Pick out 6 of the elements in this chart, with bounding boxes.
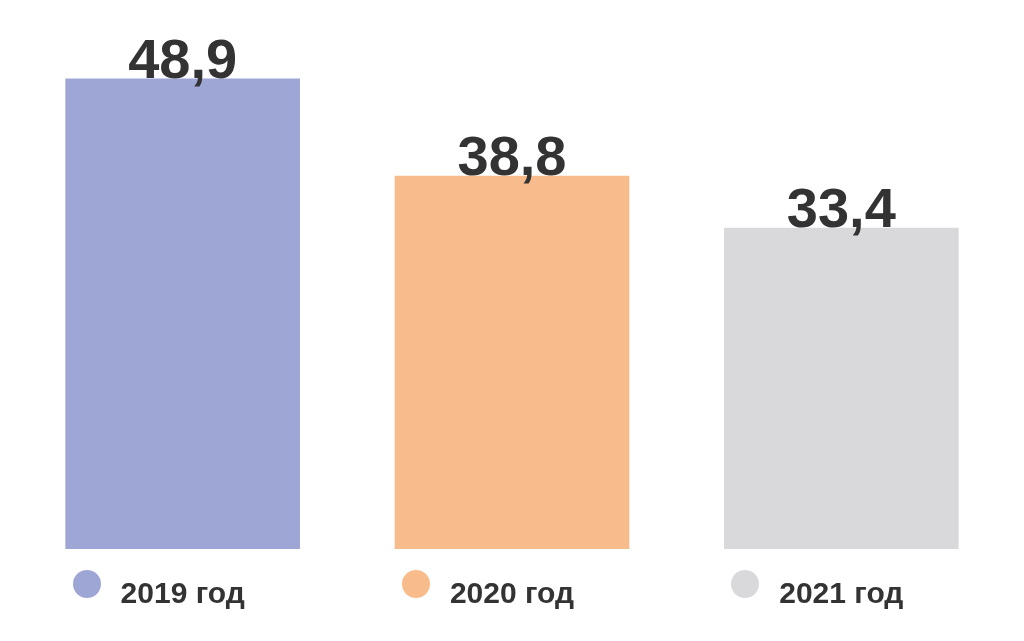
x-tick-label: 2019 год <box>120 576 245 610</box>
data-label: 38,8 <box>457 124 567 188</box>
x-tick-label: 2021 год <box>779 576 904 610</box>
data-label: 33,4 <box>786 176 896 240</box>
data-label: 48,9 <box>128 27 238 91</box>
x-tick-label: 2020 год <box>449 576 575 610</box>
